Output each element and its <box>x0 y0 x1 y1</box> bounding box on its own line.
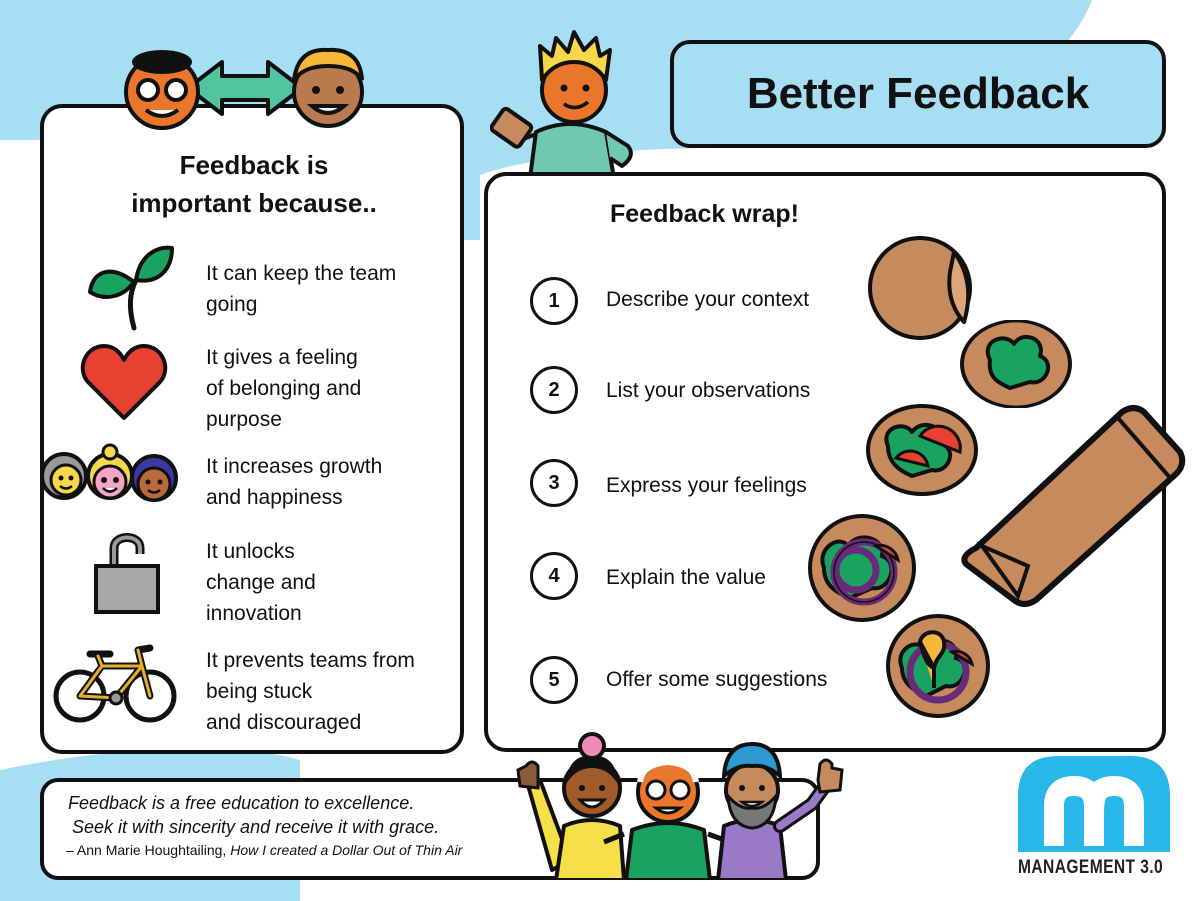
importance-heading: Feedback is important because.. <box>131 150 377 218</box>
title-banner: Better Feedback <box>670 40 1166 148</box>
quote-line-1: Feedback is a free education to excellen… <box>68 793 415 813</box>
sprout-icon <box>88 245 174 331</box>
step-1-number: 1 <box>530 277 578 325</box>
heart-icon <box>80 344 168 420</box>
tortilla-lettuce-tomato-icon <box>866 404 978 496</box>
reason-3-text: It increases growth and happiness <box>206 455 383 509</box>
feedback-wrap-panel <box>484 172 1166 752</box>
step-1-label: Describe your context <box>606 288 810 311</box>
bicycle-icon <box>53 644 177 723</box>
step-3-label: Express your feelings <box>606 474 807 497</box>
tortilla-onion-icon <box>808 514 916 622</box>
step-4-number: 4 <box>530 552 578 600</box>
feedback-wrap-heading: Feedback wrap! <box>610 200 799 228</box>
people-group-icon <box>40 443 178 502</box>
page-title: Better Feedback <box>746 69 1090 118</box>
tortilla-sauce-icon <box>886 614 990 718</box>
reason-2-text: It gives a feeling of belonging and purp… <box>206 346 362 431</box>
step-4-label: Explain the value <box>606 566 766 589</box>
step-5-label: Offer some suggestions <box>606 668 828 691</box>
management-logo-icon <box>1018 756 1170 852</box>
burrito-icon <box>961 405 1186 607</box>
step-2-label: List your observations <box>606 379 811 402</box>
step-5-number: 5 <box>530 656 578 704</box>
presenter-person-icon <box>490 30 633 178</box>
tortilla-icon <box>868 236 972 340</box>
tortilla-lettuce-icon <box>960 320 1072 408</box>
reason-5-text: It prevents teams from being stuck and d… <box>206 649 415 734</box>
quote-line-2: Seek it with sincerity and receive it wi… <box>72 817 440 837</box>
step-3-number: 3 <box>530 459 578 507</box>
cheering-team-icon <box>516 732 844 880</box>
brand-name: MANAGEMENT 3.0 <box>1018 857 1164 878</box>
reason-4-text: It unlocks change and innovation <box>206 540 316 625</box>
quote-attribution: – Ann Marie Houghtailing, How I created … <box>66 842 463 858</box>
step-2-number: 2 <box>530 366 578 414</box>
two-way-conversation-icon <box>124 47 364 130</box>
unlocked-padlock-icon <box>94 533 160 614</box>
reason-1-text: It can keep the team going <box>206 262 397 316</box>
importance-panel <box>40 104 464 754</box>
